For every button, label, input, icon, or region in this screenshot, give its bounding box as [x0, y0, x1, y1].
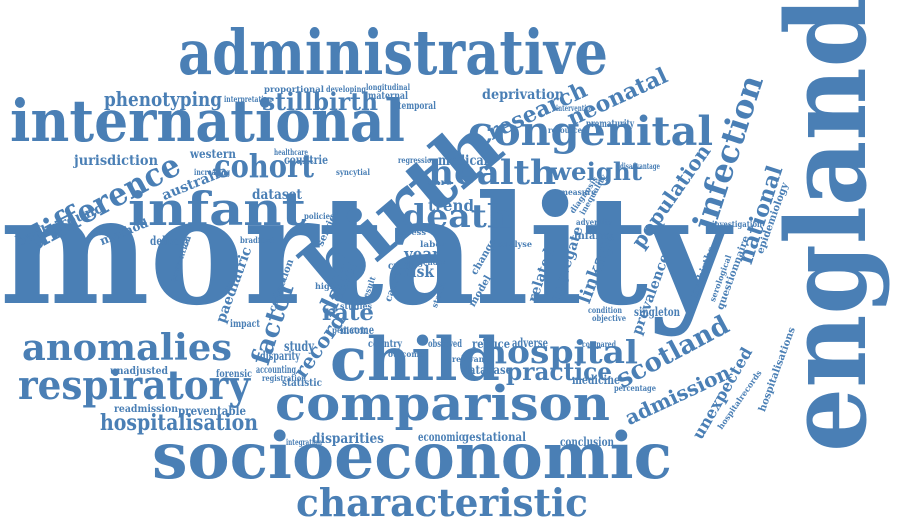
word-maternal: maternal	[368, 91, 408, 102]
word-economic: economic	[418, 430, 464, 444]
word-child: child	[330, 325, 500, 395]
word-studies: studies	[340, 301, 372, 311]
word-condition: condition	[588, 305, 622, 315]
word-pediatric: pediatric	[332, 325, 368, 335]
word-database: database	[462, 363, 512, 377]
word-socioeconomic: socioeconomic	[152, 419, 672, 494]
word-gestational: gestational	[462, 430, 526, 444]
word-medicine: medicine	[572, 373, 620, 387]
word-registration: registration	[262, 373, 306, 383]
word-forensic: forensic	[216, 369, 252, 380]
word-preventable: preventable	[178, 404, 246, 418]
word-observed: observed	[428, 339, 462, 350]
word-developing: developing	[326, 84, 366, 94]
word-outcome: outcome	[388, 349, 424, 359]
word-phenotyping: phenotyping	[104, 87, 222, 111]
word-bradford: bradford	[240, 235, 274, 245]
word-international: international	[10, 87, 405, 155]
word-resource: resource	[548, 125, 582, 135]
word-interpretation: interpretation	[224, 94, 272, 104]
word-disadvantage: disadvantage	[620, 161, 660, 171]
word-death: death	[402, 197, 512, 235]
word-respiratory: respiratory	[18, 362, 250, 409]
word-accounting: accounting	[256, 365, 296, 376]
word-disparity: disparity	[260, 349, 300, 363]
word-longitudinal: longitudinal	[366, 82, 410, 92]
word-cohort: cohort	[214, 147, 314, 185]
word-health: health	[428, 153, 556, 193]
word-country: country	[368, 339, 402, 350]
word-england: england	[762, 0, 891, 452]
word-syncytial: syncytial	[336, 167, 370, 177]
word-excess: excess	[396, 227, 426, 237]
word-percentage: percentage	[614, 383, 656, 393]
word-impact: impact	[230, 319, 260, 330]
word-relevant: relevant	[452, 354, 488, 364]
word-highest: highest	[315, 281, 349, 291]
word-trend: trend	[428, 196, 474, 215]
word-policies: policies	[304, 211, 334, 221]
word-measure: measure	[560, 187, 596, 197]
word-prematurity: prematurity	[586, 119, 634, 130]
word-comparison: comparison	[275, 376, 610, 432]
word-conclusion: conclusion	[560, 435, 614, 449]
word-weight: weight	[550, 157, 642, 186]
word-crude: crude	[388, 261, 416, 272]
word-mortality: mortality	[0, 163, 730, 339]
word-care: care	[428, 177, 452, 187]
word-analyse: analyse	[498, 239, 532, 249]
word-labor: labor	[420, 239, 446, 249]
word-western: western	[190, 147, 236, 161]
word-unadjusted: unadjusted	[110, 366, 168, 377]
word-administrative: administrative	[178, 16, 608, 89]
word-delivery: delivery	[150, 234, 190, 248]
word-hospitalisation: hospitalisation	[100, 410, 258, 436]
word-year: year	[404, 244, 440, 265]
word-singleton: singleton	[634, 305, 680, 319]
word-adversity: adversity	[576, 217, 612, 227]
word-infant: infant	[128, 182, 306, 236]
word-medical: medical	[438, 153, 488, 169]
word-rate: rate	[322, 300, 374, 326]
word-compared: compared	[582, 339, 616, 349]
word-jurisdiction: jurisdiction	[74, 153, 158, 169]
word-anomalies: anomalies	[22, 327, 232, 369]
word-readmission: readmission	[114, 404, 178, 415]
word-temporal: temporal	[398, 101, 436, 112]
word-statistic: statistic	[282, 378, 322, 389]
word-stillbirth: stillbirth	[262, 87, 378, 116]
word-gender: gender	[418, 257, 446, 267]
word-deprivation: deprivation	[482, 87, 564, 103]
word-objective: objective	[592, 313, 626, 323]
word-integration: integration	[286, 437, 322, 447]
word-infancy: infancy	[574, 231, 614, 242]
word-risk: risk	[404, 262, 434, 281]
word-investigation: investigation	[712, 219, 762, 229]
word-healthcare: healthcare	[274, 147, 308, 157]
word-hospital: hospital	[482, 333, 638, 371]
word-disparities: disparities	[312, 431, 384, 447]
word-proportional: proportional	[264, 84, 324, 94]
word-congenital: congenital	[468, 108, 713, 155]
word-reduce: reduce	[472, 337, 510, 351]
word-practice: practice	[506, 357, 612, 386]
word-study: study	[284, 339, 314, 355]
word-intervention: intervention	[556, 103, 594, 113]
word-countrie: countrie	[284, 153, 328, 167]
word-income: income	[340, 323, 374, 337]
word-adverse: adverse	[512, 336, 548, 350]
word-regression: regression	[398, 155, 436, 165]
word-characteristic: characteristic	[296, 480, 588, 525]
word-increasing: increasing	[194, 167, 230, 177]
word-dataset: dataset	[252, 187, 302, 203]
